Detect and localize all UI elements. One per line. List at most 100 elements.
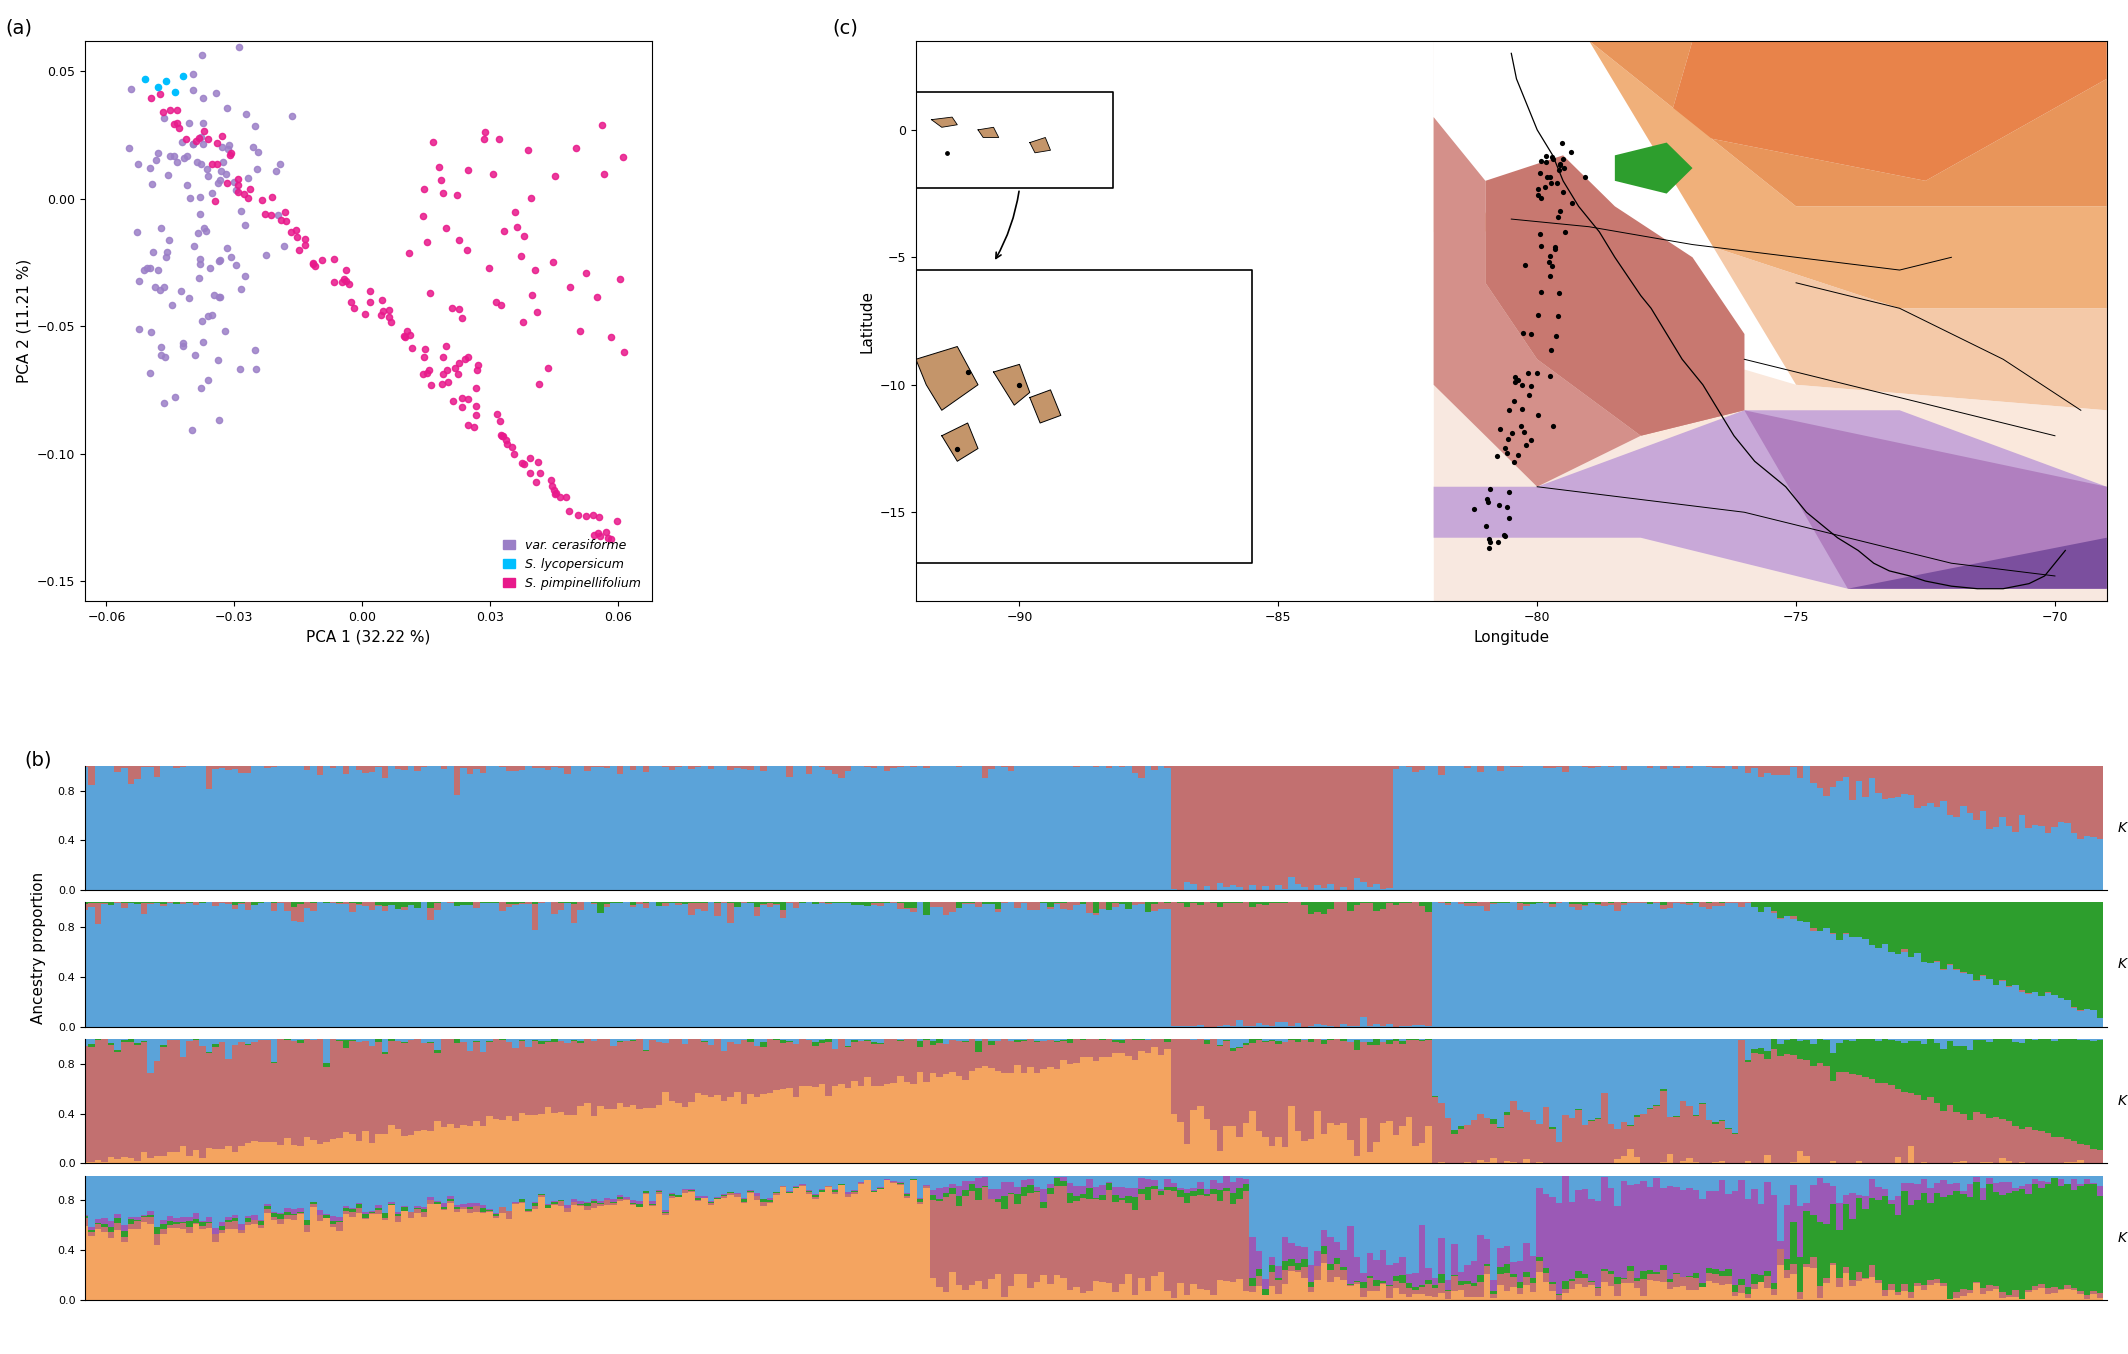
Bar [1979,1294,1985,1300]
Bar [962,1196,968,1290]
Bar [219,1043,226,1150]
Bar [1634,1158,1641,1163]
Bar [2026,1290,2032,1292]
Point [240,142,275,164]
Bar [1587,1200,1594,1281]
Bar [715,903,721,915]
Bar [1647,1186,1653,1270]
Bar [102,766,109,890]
Bar [930,1278,936,1300]
Bar [2058,1186,2064,1289]
Bar [2039,826,2045,890]
Bar [1609,766,1615,890]
Bar [779,918,785,1026]
Bar [226,1223,232,1229]
Bar [1426,1296,1432,1300]
Bar [1900,949,1909,952]
Bar [257,1175,264,1220]
Point [519,471,553,493]
Bar [1490,904,1496,1026]
Bar [2019,902,2026,990]
Bar [598,1201,604,1204]
Bar [1934,1175,1941,1182]
Bar [257,1141,264,1163]
Bar [936,907,943,1026]
Bar [728,1043,734,1097]
Point [558,138,592,160]
Bar [1922,766,1928,806]
Bar [187,1039,194,1040]
Bar [1126,1175,1132,1189]
Bar [649,1204,655,1205]
Bar [2005,1039,2013,1121]
Bar [1190,884,1196,890]
Bar [1196,902,1204,904]
Bar [115,772,121,890]
Point [287,227,321,249]
Bar [930,1044,936,1072]
Bar [2051,1178,2058,1288]
Bar [460,1175,466,1204]
Bar [506,772,513,890]
Bar [396,1212,402,1215]
Point [1543,200,1577,222]
Bar [538,1194,545,1197]
Bar [1985,766,1992,829]
Bar [1881,799,1888,890]
Bar [415,770,421,890]
Bar [160,1045,166,1047]
Bar [1366,1292,1373,1300]
Bar [330,1227,336,1300]
Bar [1432,766,1439,890]
Bar [1934,1104,1941,1163]
Bar [1568,766,1575,890]
Bar [213,769,219,890]
Bar [1575,1175,1581,1190]
Bar [1751,1053,1758,1163]
Point [409,337,443,359]
Bar [687,766,696,769]
Bar [1236,1048,1243,1137]
Bar [336,1040,343,1137]
Bar [434,1204,440,1300]
Bar [1119,1201,1126,1284]
Bar [1934,1280,1941,1284]
Bar [409,904,415,1026]
Bar [1341,1175,1347,1250]
Bar [1581,1175,1587,1189]
Bar [1419,1225,1426,1285]
Bar [1707,1175,1713,1192]
Bar [1419,1294,1426,1300]
Bar [2013,766,2019,831]
Bar [1796,766,1802,779]
Point [136,241,170,263]
Y-axis label: PCA 2 (11.21 %): PCA 2 (11.21 %) [17,259,32,383]
Bar [785,766,792,777]
Bar [257,1040,264,1141]
Bar [1875,1175,1881,1186]
Bar [257,1221,264,1225]
Bar [624,1108,630,1163]
Point [183,267,217,288]
Bar [1511,1162,1517,1163]
Bar [1177,1197,1183,1284]
Bar [1888,1086,1894,1163]
Bar [1002,903,1009,1026]
Bar [245,1175,251,1216]
Point [372,299,406,321]
Bar [583,1175,589,1202]
Bar [121,1225,128,1231]
Point [1496,390,1530,412]
Bar [1732,766,1739,769]
Bar [696,903,702,909]
Point [200,133,234,154]
Point [389,320,423,341]
Bar [1373,911,1379,1024]
Bar [1673,1274,1679,1286]
Bar [349,1175,355,1208]
Bar [1634,1278,1641,1281]
Bar [1230,1175,1236,1182]
Bar [1015,1274,1021,1300]
Bar [472,1039,479,1041]
Bar [1477,902,1483,906]
